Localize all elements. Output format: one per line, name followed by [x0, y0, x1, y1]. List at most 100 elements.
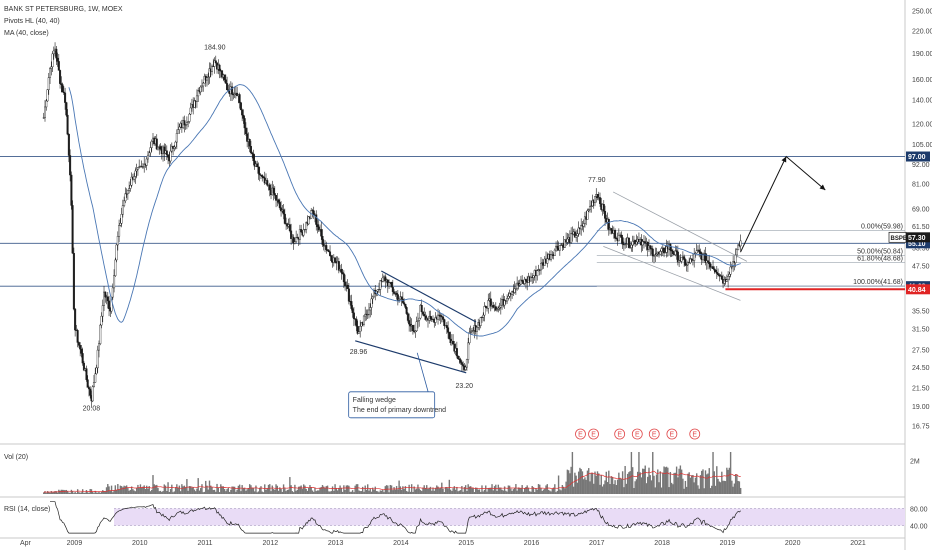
volume-bar: [49, 492, 51, 494]
candle-body: [680, 257, 683, 262]
volume-bar: [240, 491, 242, 494]
study-pivots-label[interactable]: Pivots HL (40, 40): [4, 18, 60, 25]
candle-body: [596, 194, 599, 198]
candle-body: [94, 373, 97, 383]
volume-bar: [496, 490, 498, 494]
volume-bar: [620, 478, 623, 494]
volume-bar: [487, 487, 489, 494]
volume-bar: [318, 490, 320, 494]
volume-bar: [301, 488, 304, 494]
volume-bar: [138, 487, 140, 494]
candle-body: [664, 252, 667, 254]
volume-bar: [80, 492, 83, 494]
earnings-marker: [689, 428, 701, 440]
pivot-label: 28.96: [350, 349, 368, 356]
volume-bar: [215, 491, 217, 494]
candle-body: [514, 288, 517, 290]
volume-bar: [659, 471, 661, 494]
volume-bar: [257, 491, 260, 494]
volume-bar: [387, 485, 389, 494]
candle-body: [129, 185, 132, 189]
volume-bar: [516, 490, 518, 494]
volume-bar: [429, 486, 432, 494]
volume-bar: [556, 490, 559, 494]
volume-bar: [733, 483, 736, 494]
candle-body: [293, 241, 296, 244]
volume-bars: 2M: [43, 452, 920, 494]
candle-body: [233, 93, 236, 95]
candle-body: [330, 255, 333, 261]
volume-bar: [535, 488, 537, 494]
price-axis-label: 27.50: [912, 347, 930, 354]
volume-bar: [525, 487, 527, 494]
candle-body: [421, 311, 424, 315]
volume-bar: [678, 468, 680, 494]
candle-body: [684, 259, 687, 266]
volume-bar: [698, 488, 700, 494]
candle-body: [588, 206, 591, 210]
candle-body: [513, 288, 516, 293]
price-axis-label: 31.50: [912, 327, 930, 334]
volume-bar: [265, 489, 267, 494]
price-axis-label: 61.50: [912, 224, 930, 231]
volume-bar: [154, 485, 157, 494]
volume-bar: [727, 469, 729, 494]
candle-body: [86, 379, 89, 388]
volume-bar: [103, 490, 105, 494]
candle-body: [686, 262, 689, 266]
time-axis-label: 2021: [850, 540, 866, 547]
volume-bar: [197, 478, 199, 494]
candle-body: [434, 317, 437, 323]
volume-bar: [251, 487, 253, 494]
volume-bar: [297, 486, 300, 494]
candle-body: [288, 224, 291, 232]
candle-body: [111, 287, 114, 298]
volume-bar: [294, 484, 296, 494]
candle-body: [709, 263, 712, 268]
price-axis-label: 105.00: [912, 142, 932, 149]
volume-bar: [60, 489, 63, 494]
volume-bar: [433, 490, 435, 494]
candle-body: [347, 288, 350, 302]
volume-bar: [395, 486, 398, 494]
volume-bar: [46, 491, 49, 494]
volume-bar: [492, 490, 494, 494]
volume-bar: [233, 486, 236, 494]
volume-bar: [344, 489, 346, 494]
volume-bar: [564, 488, 566, 494]
volume-bar: [623, 487, 625, 494]
candle-body: [467, 342, 470, 360]
volume-bar: [305, 488, 307, 494]
candle-body: [713, 268, 716, 271]
volume-bar: [459, 490, 462, 494]
candle-body: [213, 60, 216, 67]
volume-bar: [569, 473, 571, 494]
candle-body: [312, 210, 315, 216]
volume-bar: [421, 491, 423, 494]
volume-bar: [650, 480, 653, 494]
volume-bar: [476, 487, 478, 494]
volume-bar: [453, 486, 456, 494]
volume-bar: [392, 490, 394, 494]
volume-bar: [628, 472, 630, 494]
candle-body: [489, 298, 492, 307]
volume-bar: [189, 486, 192, 494]
price-axis-label: 120.00: [912, 121, 932, 128]
earnings-marker-label: E: [692, 432, 697, 439]
candle-body: [660, 248, 663, 252]
candle-body: [469, 331, 472, 333]
candle-body: [665, 246, 668, 253]
volume-bar: [59, 490, 61, 494]
volume-bar: [586, 470, 589, 494]
volume-bar: [358, 490, 360, 494]
rsi-label[interactable]: RSI (14, close): [4, 506, 50, 513]
volume-bar: [452, 488, 454, 494]
price-axis: 250.00 220.00 190.00 160.00 140.00 120.00 105.…: [912, 9, 932, 431]
study-ma-label[interactable]: MA (40, close): [4, 30, 49, 37]
volume-label[interactable]: Vol (20): [4, 454, 28, 461]
candle-body: [82, 362, 85, 371]
candle-body: [342, 273, 345, 283]
volume-bar: [307, 487, 310, 494]
candle-body: [244, 127, 247, 135]
